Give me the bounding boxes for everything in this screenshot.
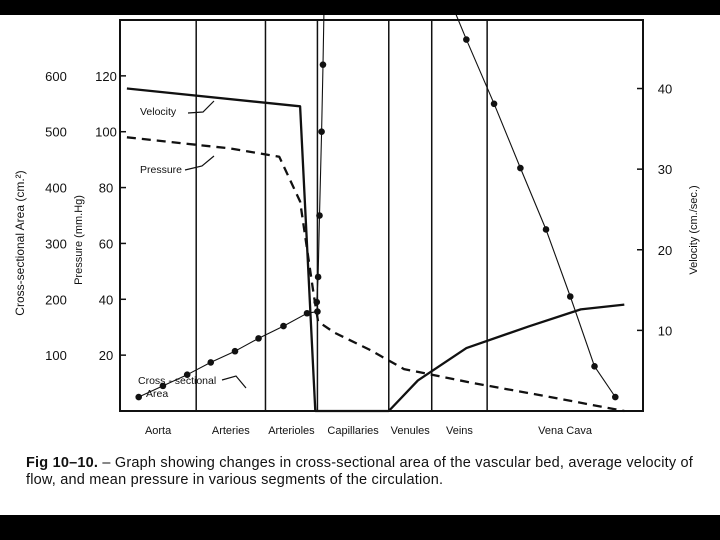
- cross-sectional-area-point: [566, 293, 574, 300]
- pressure-line: [126, 136, 625, 413]
- cross-sectional-area-point: [591, 363, 598, 370]
- chart: Aorta Arteries Arterioles Capillaries Venule…: [13, 15, 700, 437]
- segment-label: Arteries: [212, 425, 250, 437]
- cross-sectional-area-line: [138, 15, 616, 398]
- cross-sectional-area-point: [314, 273, 322, 281]
- area-label-line2: Area: [146, 388, 168, 400]
- velocity-tick-label: 40: [658, 82, 672, 97]
- caption-text: – Graph showing changes in cross-section…: [26, 455, 694, 488]
- velocity-label: Velocity: [140, 106, 177, 118]
- slide: Aorta Arteries Arterioles Capillaries Venule…: [0, 15, 720, 515]
- cross-sectional-area-point: [542, 226, 550, 233]
- segment-label: Capillaries: [327, 425, 379, 437]
- plot-frame: [119, 19, 644, 412]
- segment-label: Arterioles: [268, 425, 315, 437]
- velocity-tick-label: 30: [658, 162, 672, 177]
- figure-number: Fig 10–10.: [26, 455, 99, 471]
- area-tick-label: 300: [45, 236, 67, 251]
- area-tick-label: 400: [45, 181, 67, 196]
- cross-sectional-area-point: [135, 393, 143, 401]
- pressure-leader: [184, 155, 215, 171]
- velocity-tick-label: 20: [658, 243, 672, 258]
- segment-label: Vena Cava: [538, 425, 593, 437]
- pressure-tick-label: 100: [95, 125, 117, 140]
- segment-label: Aorta: [145, 425, 172, 437]
- area-leader: [221, 375, 247, 389]
- velocity-leader: [187, 100, 215, 114]
- cross-sectional-area-point: [463, 36, 470, 43]
- area-tick-label: 200: [45, 292, 67, 307]
- pressure-tick-label: 60: [99, 236, 113, 251]
- cross-sectional-area-point: [207, 359, 215, 366]
- segment-label: Venules: [391, 425, 431, 437]
- area-axis-title: Cross-sectional Area (cm.²): [13, 170, 27, 315]
- cross-sectional-area-point: [255, 335, 262, 342]
- cross-sectional-area-point: [313, 298, 321, 306]
- area-tick-label: 600: [45, 69, 67, 84]
- cross-sectional-area-point: [183, 371, 191, 378]
- cross-sectional-area-point: [517, 164, 524, 172]
- velocity-tick-label: 10: [658, 323, 672, 338]
- pressure-label: Pressure: [140, 164, 182, 176]
- figure-caption: Fig 10–10. – Graph showing changes in cr…: [26, 455, 696, 489]
- cross-sectional-area-point: [159, 382, 167, 390]
- cross-sectional-area-point: [319, 61, 327, 68]
- cross-sectional-area-point: [280, 322, 287, 330]
- area-tick-label: 500: [45, 125, 67, 140]
- pressure-tick-label: 80: [99, 181, 113, 196]
- segment-label: Veins: [446, 425, 473, 437]
- cross-sectional-area-point: [490, 100, 498, 108]
- cross-sectional-area-point: [314, 308, 321, 315]
- velocity-line: [126, 87, 625, 413]
- cross-sectional-area-point: [318, 128, 325, 136]
- cross-sectional-area-point: [316, 212, 323, 219]
- pressure-axis-title: Pressure (mm.Hg): [73, 195, 85, 285]
- area-tick-label: 100: [45, 348, 67, 363]
- velocity-axis-title: Velocity (cm./sec.): [688, 185, 700, 274]
- cross-sectional-area-point: [231, 347, 239, 355]
- pressure-tick-label: 40: [99, 292, 113, 307]
- cross-sectional-area-point: [303, 309, 311, 317]
- area-label-line1: Cross - sectional: [138, 375, 216, 387]
- pressure-tick-label: 120: [95, 69, 117, 84]
- pressure-tick-label: 20: [99, 348, 113, 363]
- cross-sectional-area-point: [611, 393, 619, 401]
